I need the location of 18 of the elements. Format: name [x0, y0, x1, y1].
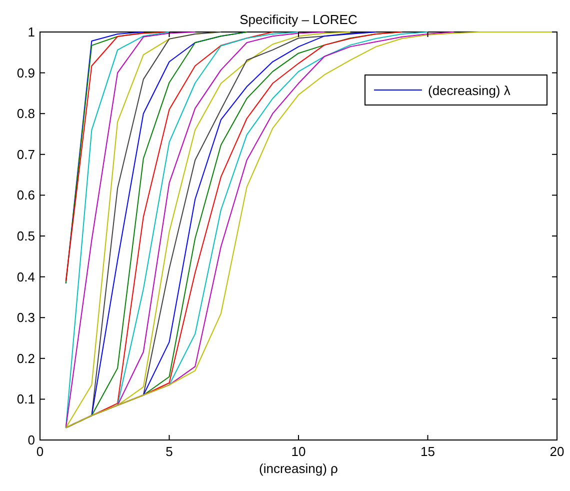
x-tick-label: 15	[420, 444, 435, 459]
y-tick-label: 0.7	[16, 146, 35, 162]
y-tick-label: 0.9	[16, 65, 35, 80]
y-tick-label: 0.6	[16, 188, 35, 203]
legend-label: (decreasing) λ	[428, 83, 511, 98]
y-tick-label: 0.3	[16, 310, 35, 326]
y-tick-label: 0.2	[16, 350, 35, 366]
y-tick-label: 0	[28, 432, 35, 448]
y-tick-label: 0.1	[16, 392, 35, 407]
y-tick-label: 0.8	[16, 106, 35, 122]
y-tick-label: 0.5	[16, 228, 35, 244]
x-tick-label: 5	[166, 444, 173, 459]
x-tick-label: 10	[291, 444, 306, 459]
x-axis-title: (increasing) ρ	[259, 461, 338, 476]
chart-title: Specificity – LOREC	[240, 12, 358, 27]
x-tick-label: 20	[550, 444, 564, 459]
y-tick-label: 1	[28, 24, 35, 40]
y-tick-label: 0.4	[16, 269, 35, 284]
